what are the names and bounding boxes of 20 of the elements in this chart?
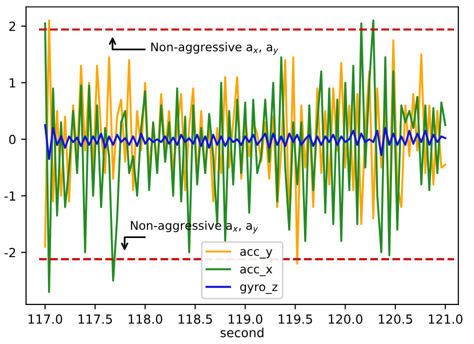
x-tick-label: 118.5 [178,314,212,324]
y-tick-label: -2 [4,248,16,258]
y-tick-label: 0 [9,134,16,144]
x-tick-label: 117.5 [78,314,112,324]
annotation: Non-aggressive a$_{x}$, a$_{y}$ [151,42,278,55]
legend-label: gyro_z [240,284,278,294]
x-tick-label: 119.0 [228,314,262,324]
legend-label: acc_y [240,249,272,258]
x-tick-label: 117.0 [28,314,62,324]
x-tick-label: 120.0 [328,314,362,324]
line-series [44,124,446,160]
y-tick-label: -1 [4,191,16,201]
x-tick-label: 120.5 [378,314,412,324]
legend-label: acc_x [240,266,272,276]
y-tick-label: 1 [10,78,16,88]
x-tick-label: 121.0 [428,314,462,324]
x-tick-label: 119.5 [278,314,312,324]
y-tick-label: 2 [9,22,16,31]
x-axis-title: second [220,328,264,338]
x-tick-label: 118.0 [128,314,162,324]
